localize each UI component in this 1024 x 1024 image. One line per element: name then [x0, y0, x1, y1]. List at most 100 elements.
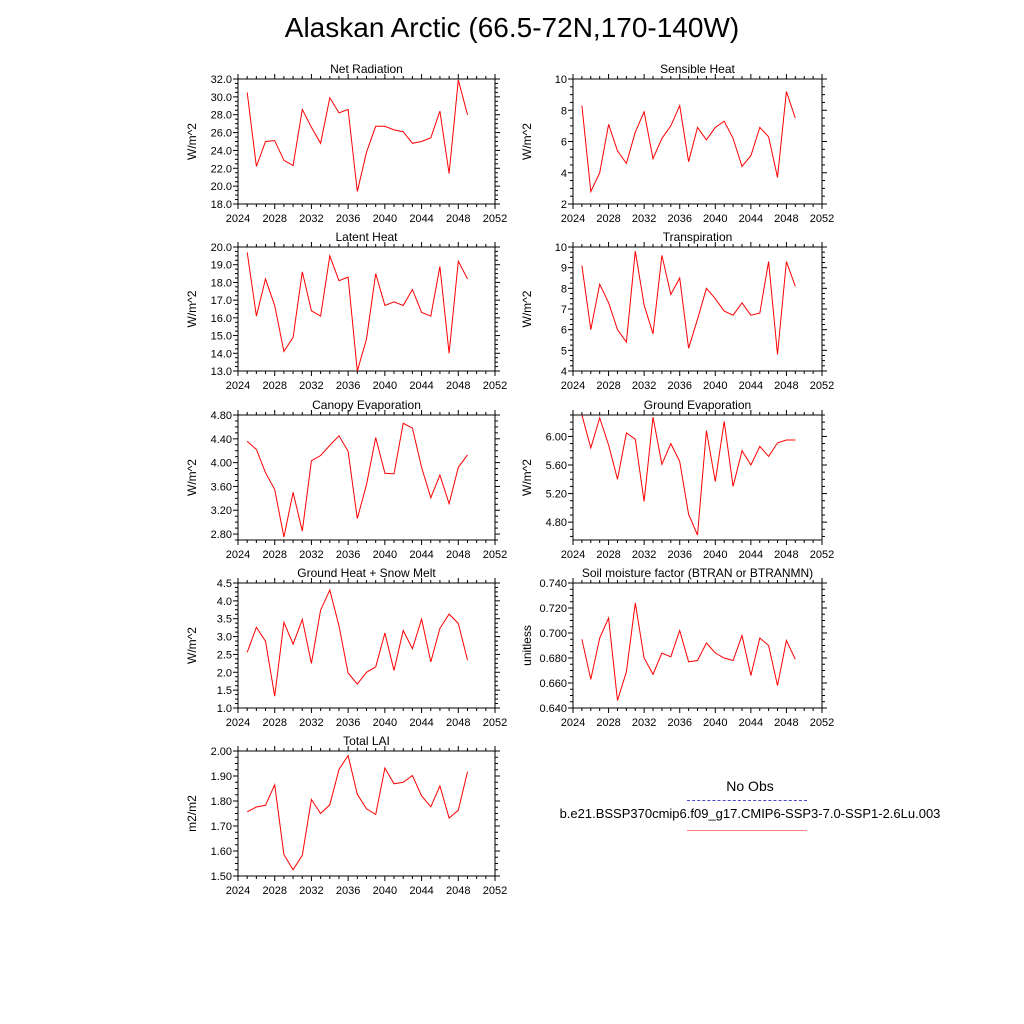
y-tick-label: 1.90 [211, 771, 232, 783]
x-tick-label: 2032 [299, 213, 323, 225]
y-tick-label: 1.50 [211, 871, 232, 883]
x-tick-label: 2032 [299, 717, 323, 729]
series-line [246, 422, 468, 538]
y-tick-label: 8 [561, 283, 567, 295]
y-tick-label: 4.5 [217, 578, 232, 590]
y-tick-label: 0.720 [539, 603, 567, 615]
x-tick-label: 2048 [446, 213, 470, 225]
panel-frame [572, 582, 823, 709]
x-tick-label: 2028 [262, 717, 286, 729]
chart-panel: Sensible Heat W/m^2 2024 2028 2032 2036 2040 20… [520, 62, 834, 225]
panel-frame [237, 750, 496, 877]
y-axis-label: W/m^2 [520, 290, 534, 327]
y-tick-label: 15.0 [211, 331, 232, 343]
x-tick-label: 2028 [596, 213, 620, 225]
y-tick-label: 28.0 [211, 110, 232, 122]
chart-panel: Ground Heat + Snow Melt W/m^2 2024 2028 2032… [185, 566, 507, 729]
y-axis-label: unitless [520, 625, 534, 666]
series-line [581, 415, 796, 536]
y-tick-label: 8 [561, 105, 567, 117]
panel-frame [572, 414, 823, 541]
x-tick-label: 2032 [299, 549, 323, 561]
series-line [246, 588, 468, 697]
x-tick-label: 2040 [373, 213, 397, 225]
y-tick-label: 1.60 [211, 846, 232, 858]
x-tick-label: 2044 [409, 717, 433, 729]
x-tick-label: 2040 [703, 549, 727, 561]
panel-title: Soil moisture factor (BTRAN or BTRANMN) [582, 566, 813, 580]
y-tick-label: 2.80 [211, 529, 232, 541]
x-tick-label: 2052 [483, 717, 507, 729]
x-tick-label: 2032 [299, 885, 323, 897]
y-tick-label: 4.80 [211, 410, 232, 422]
x-tick-label: 2032 [632, 717, 656, 729]
x-tick-label: 2052 [483, 213, 507, 225]
y-tick-label: 2.0 [217, 667, 232, 679]
x-tick-label: 2024 [226, 885, 250, 897]
x-tick-label: 2036 [667, 717, 691, 729]
panel-title: Transpiration [663, 230, 733, 244]
x-tick-label: 2052 [483, 380, 507, 392]
x-tick-label: 2024 [561, 717, 585, 729]
legend-obs-label: No Obs [726, 778, 774, 794]
y-tick-label: 3.5 [217, 614, 232, 626]
x-tick-label: 2052 [483, 885, 507, 897]
y-tick-label: 2 [561, 199, 567, 211]
y-tick-label: 4 [561, 366, 567, 378]
y-tick-label: 20.0 [211, 181, 232, 193]
x-tick-label: 2036 [336, 549, 360, 561]
x-tick-label: 2044 [739, 213, 763, 225]
y-tick-label: 2.00 [211, 746, 232, 758]
x-tick-label: 2052 [810, 380, 834, 392]
chart-panel: Canopy Evaporation W/m^2 2024 2028 2032 2036 2… [185, 398, 507, 561]
panel-title: Total LAI [343, 734, 390, 748]
x-tick-label: 2032 [632, 213, 656, 225]
x-tick-label: 2036 [667, 213, 691, 225]
y-axis-label: W/m^2 [185, 290, 199, 327]
y-axis-label: W/m^2 [520, 459, 534, 496]
y-tick-label: 1.5 [217, 685, 232, 697]
y-tick-label: 5.60 [546, 460, 567, 472]
x-tick-label: 2048 [446, 717, 470, 729]
x-tick-label: 2040 [703, 717, 727, 729]
series-line [581, 251, 796, 355]
y-tick-label: 4.0 [217, 596, 232, 608]
panel-title: Sensible Heat [660, 62, 735, 76]
y-tick-label: 19.0 [211, 260, 232, 272]
x-tick-label: 2044 [409, 549, 433, 561]
y-tick-label: 6 [561, 325, 567, 337]
x-tick-label: 2028 [596, 549, 620, 561]
y-tick-label: 5.20 [546, 489, 567, 501]
x-tick-label: 2032 [299, 380, 323, 392]
series-line [246, 754, 468, 871]
series-line [581, 602, 796, 701]
x-tick-label: 2028 [596, 717, 620, 729]
x-tick-label: 2028 [596, 380, 620, 392]
panel-title: Ground Heat + Snow Melt [297, 566, 436, 580]
panel-title: Net Radiation [330, 62, 403, 76]
panel-frame [237, 414, 496, 541]
panel-frame [237, 246, 496, 372]
x-tick-label: 2024 [226, 717, 250, 729]
x-tick-label: 2052 [810, 213, 834, 225]
y-tick-label: 1.0 [217, 703, 232, 715]
y-tick-label: 7 [561, 304, 567, 316]
y-tick-label: 4.40 [211, 434, 232, 446]
y-tick-label: 0.680 [539, 653, 567, 665]
x-tick-label: 2036 [336, 885, 360, 897]
x-tick-label: 2032 [632, 380, 656, 392]
y-tick-label: 17.0 [211, 295, 232, 307]
x-tick-label: 2040 [373, 717, 397, 729]
panel-frame [572, 78, 823, 205]
y-tick-label: 10 [555, 242, 567, 254]
chart-panel: Soil moisture factor (BTRAN or BTRANMN) u… [520, 566, 834, 729]
series-line [246, 79, 468, 192]
x-tick-label: 2024 [561, 380, 585, 392]
x-tick-label: 2024 [561, 549, 585, 561]
y-tick-label: 2.5 [217, 649, 232, 661]
x-tick-label: 2048 [446, 549, 470, 561]
chart-panel: Ground Evaporation W/m^2 2024 2028 2032 2036 2… [520, 398, 834, 561]
y-tick-label: 0.740 [539, 578, 567, 590]
x-tick-label: 2036 [336, 717, 360, 729]
